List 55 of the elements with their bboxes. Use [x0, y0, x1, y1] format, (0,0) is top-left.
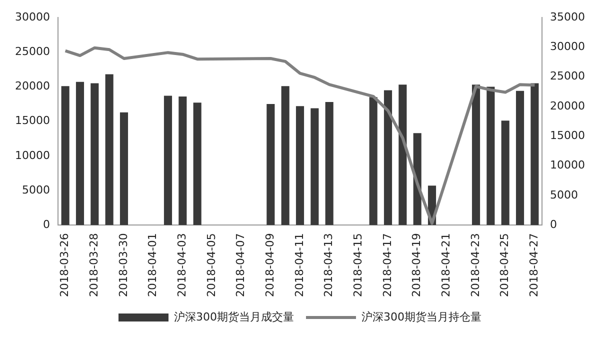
y-tick-label: 5000 — [22, 183, 50, 196]
y2-tick-label: 30000 — [550, 40, 586, 54]
bar — [61, 86, 70, 226]
bar — [76, 82, 84, 226]
x-tick-label: 2018-04-11 — [292, 233, 306, 298]
y-tick-label: 15000 — [14, 114, 50, 128]
bar — [501, 120, 510, 226]
bar — [384, 90, 392, 226]
x-tick-label: 2018-04-07 — [234, 233, 248, 298]
y2-tick-label: 15000 — [550, 129, 586, 142]
x-tick-label: 2018-04-13 — [322, 233, 336, 298]
bar — [105, 74, 114, 226]
x-tick-label: 2018-04-27 — [528, 233, 541, 298]
y-tick-label: 0 — [42, 218, 50, 231]
x-tick-label: 2018-03-28 — [88, 233, 101, 298]
bar — [178, 96, 187, 226]
x-tick-label: 2018-04-25 — [498, 233, 512, 298]
y2-tick-label: 35000 — [550, 10, 586, 24]
bar — [164, 96, 172, 226]
bar — [120, 112, 128, 226]
x-tick-label: 2018-04-05 — [204, 233, 218, 298]
y-tick-label: 25000 — [14, 45, 50, 58]
y2-tick-label: 10000 — [550, 158, 586, 172]
y-tick-label: 30000 — [14, 10, 50, 24]
y2-tick-label: 0 — [550, 218, 558, 231]
bar — [281, 86, 290, 226]
x-tick-label: 2018-04-21 — [440, 233, 453, 298]
x-tick-label: 2018-04-03 — [176, 233, 189, 298]
bar — [530, 83, 539, 226]
x-tick-label: 2018-03-26 — [58, 233, 72, 298]
bar — [266, 104, 275, 226]
legend-label: 沪深300期货当月成交量 — [174, 310, 294, 324]
x-tick-label: 2018-04-15 — [352, 233, 365, 298]
bar — [310, 108, 319, 226]
y2-tick-label: 5000 — [550, 188, 578, 202]
y2-tick-label: 20000 — [550, 99, 586, 112]
bar — [398, 84, 407, 226]
bar — [296, 106, 304, 226]
x-tick-label: 2018-04-23 — [468, 233, 482, 298]
x-tick-label: 2018-04-19 — [410, 233, 424, 298]
x-tick-label: 2018-04-09 — [264, 233, 277, 298]
bar — [90, 83, 99, 226]
bar — [472, 84, 480, 226]
bar — [516, 90, 524, 226]
y-tick-label: 10000 — [14, 148, 50, 162]
bar — [369, 97, 378, 226]
x-tick-label: 2018-04-01 — [146, 233, 160, 298]
x-tick-label: 2018-04-17 — [380, 233, 394, 298]
y2-tick-label: 25000 — [550, 70, 586, 83]
bar — [325, 102, 334, 226]
y-tick-label: 20000 — [14, 80, 50, 93]
bar — [486, 86, 495, 226]
x-tick-label: 2018-03-30 — [116, 233, 130, 298]
legend-label: 沪深300期货当月持仓量 — [362, 310, 482, 324]
bar — [193, 102, 202, 226]
